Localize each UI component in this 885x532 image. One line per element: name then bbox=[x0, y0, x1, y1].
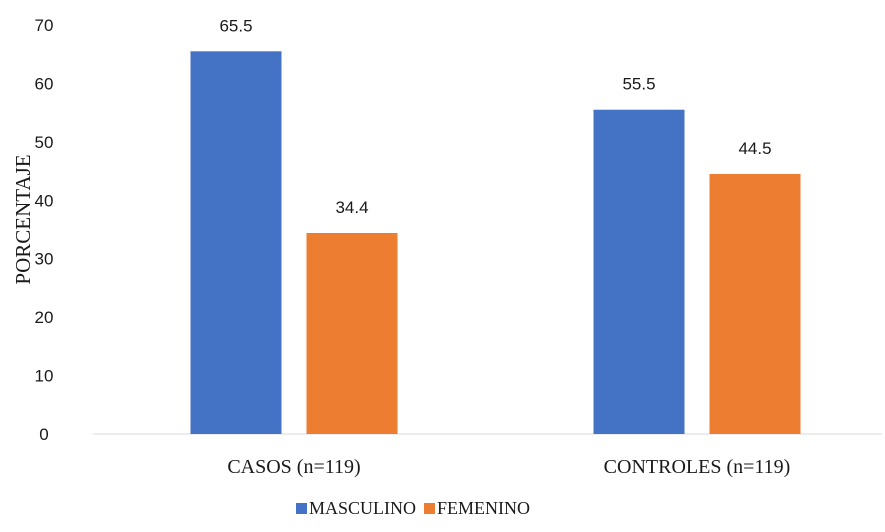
x-category-label: CASOS (n=119) bbox=[227, 456, 360, 478]
y-tick-label: 60 bbox=[35, 74, 54, 93]
category-labels-group: CASOS (n=119) CONTROLES (n=119) bbox=[227, 456, 790, 478]
legend: MASCULINO FEMENINO bbox=[296, 498, 530, 518]
x-category-label: CONTROLES (n=119) bbox=[604, 456, 791, 478]
y-axis-ticks: 0 10 20 30 40 50 60 70 bbox=[35, 16, 54, 444]
y-tick-label: 20 bbox=[35, 308, 54, 327]
data-label-masculino-casos-n-119: 65.5 bbox=[219, 16, 252, 35]
y-axis-title: PORCENTAJE bbox=[11, 154, 35, 284]
y-tick-label: 70 bbox=[35, 16, 54, 35]
y-tick-label: 40 bbox=[35, 191, 54, 210]
bar-masculino-controles-n-119 bbox=[593, 109, 685, 434]
y-tick-label: 50 bbox=[35, 133, 54, 152]
legend-swatch-femenino bbox=[424, 503, 435, 514]
data-label-femenino-casos-n-119: 34.4 bbox=[335, 198, 368, 217]
y-tick-label: 0 bbox=[39, 425, 48, 444]
bar-femenino-controles-n-119 bbox=[709, 173, 801, 434]
data-label-masculino-controles-n-119: 55.5 bbox=[622, 75, 655, 94]
bars-group bbox=[190, 51, 801, 435]
bar-femenino-casos-n-119 bbox=[306, 233, 398, 434]
y-tick-label: 10 bbox=[35, 367, 54, 386]
legend-swatch-masculino bbox=[296, 503, 307, 514]
legend-label-femenino: FEMENINO bbox=[437, 498, 530, 518]
data-labels-group: 65.5 34.4 55.5 44.5 bbox=[219, 16, 771, 217]
y-tick-label: 30 bbox=[35, 250, 54, 269]
legend-label-masculino: MASCULINO bbox=[309, 498, 416, 518]
data-label-femenino-controles-n-119: 44.5 bbox=[738, 139, 771, 158]
bar-masculino-casos-n-119 bbox=[190, 51, 282, 435]
